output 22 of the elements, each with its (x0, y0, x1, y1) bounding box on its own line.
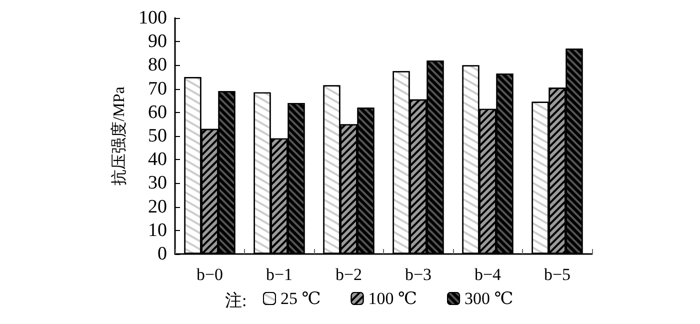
y-tick-label: 100 (138, 8, 167, 28)
y-tick-label: 50 (148, 126, 167, 146)
y-tick-label: 30 (148, 172, 167, 194)
y-tick-label: 60 (148, 102, 167, 123)
y-tick-label: 80 (148, 54, 167, 76)
y-tick-label: 10 (148, 220, 167, 241)
y-tick-label: 90 (148, 31, 167, 52)
x-tick-label: b−4 (474, 265, 502, 284)
legend-label: 300 ℃ (464, 289, 514, 308)
x-tick-label: b−1 (266, 265, 293, 284)
x-tick-label: b−5 (544, 265, 571, 284)
x-tick-label: b−3 (404, 265, 432, 284)
x-tick-label: b−2 (335, 265, 362, 284)
y-tick-label: 40 (148, 149, 167, 170)
y-tick-label: 70 (148, 78, 167, 100)
x-tick-label: b−0 (196, 265, 224, 284)
legend-label: 25 ℃ (280, 289, 321, 308)
y-tick-label: 20 (148, 196, 167, 218)
y-tick-label: 0 (158, 244, 167, 264)
legend-title: 注: (225, 291, 247, 310)
y-axis-title: 抗压强度/MPa (110, 86, 128, 186)
legend-label: 100 ℃ (368, 289, 418, 308)
